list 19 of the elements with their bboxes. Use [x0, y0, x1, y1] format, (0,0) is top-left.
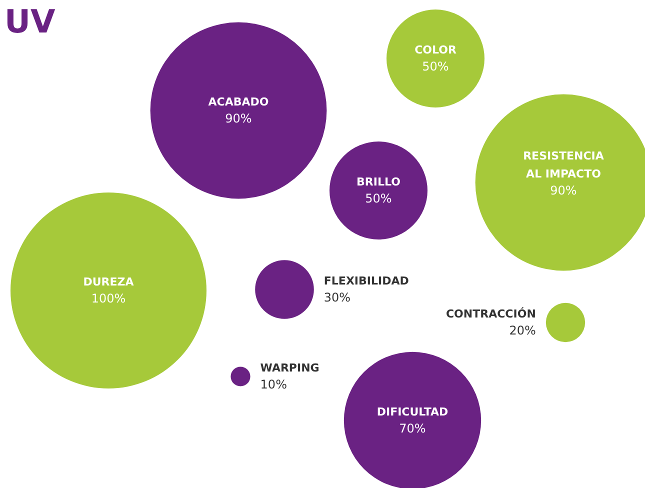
data-label: 100% [91, 292, 126, 306]
category-label: DUREZA [83, 276, 134, 288]
category-label: RESISTENCIA AL IMPACTO [523, 149, 604, 180]
data-label: 20% [509, 324, 536, 338]
data-label: 30% [324, 290, 351, 304]
data-label: 50% [422, 60, 449, 74]
category-label: FLEXIBILIDAD [324, 274, 409, 288]
text: UV [4, 2, 56, 40]
category-label: WARPING [260, 362, 320, 374]
category-label: COLOR [414, 44, 457, 56]
category-label: BRILLO [356, 176, 400, 188]
data-label: 70% [399, 422, 426, 436]
data-label: 50% [365, 192, 392, 206]
data-label: 90% [225, 112, 252, 126]
category-label: CONTRACCIÓN [446, 306, 536, 320]
category-label: DIFICULTAD [376, 406, 448, 418]
category-label: ACABADO [208, 96, 269, 108]
data-label: 90% [550, 184, 577, 198]
data-label: 10% [260, 378, 287, 392]
